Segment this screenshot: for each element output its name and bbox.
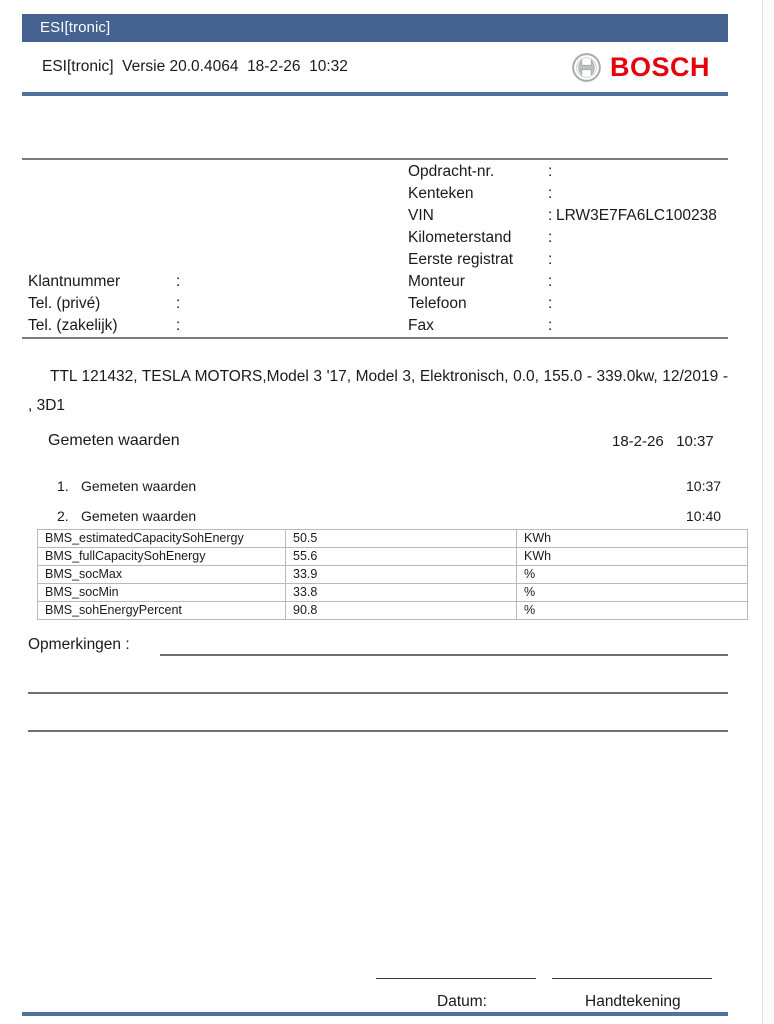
measurement-unit: KWh — [516, 529, 748, 548]
field-label: Tel. (privé) — [28, 295, 101, 312]
field-colon: : — [176, 295, 181, 312]
version-line: ESI[tronic] Versie 20.0.4064 18-2-26 10:… — [42, 58, 348, 75]
list-item-time: 10:40 — [686, 508, 722, 524]
field-colon: : — [176, 273, 181, 290]
field-label: Telefoon — [408, 295, 467, 312]
measurement-name: BMS_sohEnergyPercent — [37, 601, 286, 620]
remarks-line-1 — [160, 654, 728, 656]
signature-line — [552, 978, 712, 979]
remarks-label: Opmerkingen : — [28, 636, 130, 653]
measurement-unit: % — [516, 601, 748, 620]
window-title: ESI[tronic] — [40, 19, 111, 36]
page-edge-divider — [762, 0, 763, 1024]
list-item-label: Gemeten waarden — [81, 508, 197, 524]
field-colon: : — [176, 317, 181, 334]
measurement-name: BMS_fullCapacitySohEnergy — [37, 547, 286, 566]
page-gutter — [763, 0, 774, 1024]
measurement-value: 33.8 — [285, 583, 517, 602]
field-colon: : — [548, 229, 553, 246]
bosch-logo: BOSCH — [572, 52, 722, 84]
vehicle-description-text: TTL 121432, TESLA MOTORS,Model 3 '17, Mo… — [28, 368, 728, 414]
field-label: Kenteken — [408, 185, 474, 202]
measured-values-table: BMS_estimatedCapacitySohEnergy 50.5 KWh … — [37, 529, 748, 620]
field-value: LRW3E7FA6LC100238 — [556, 207, 717, 224]
table-row: BMS_sohEnergyPercent 90.8 % — [37, 601, 748, 620]
field-label: Eerste registrat — [408, 251, 514, 268]
data-block-bottom-rule — [22, 337, 728, 339]
remarks-line-2 — [28, 692, 728, 694]
remarks-line-3 — [28, 730, 728, 732]
measurement-value: 33.9 — [285, 565, 517, 584]
measurement-value: 90.8 — [285, 601, 517, 620]
field-colon: : — [548, 317, 553, 334]
field-colon: : — [548, 251, 553, 268]
list-item-time: 10:37 — [686, 478, 722, 494]
table-row: BMS_socMin 33.8 % — [37, 583, 748, 602]
field-label: Fax — [408, 317, 434, 334]
field-label: Kilometerstand — [408, 229, 512, 246]
measurement-value: 55.6 — [285, 547, 517, 566]
bosch-armature-icon — [572, 53, 601, 82]
section-title-gemeten-waarden: Gemeten waarden — [48, 432, 180, 449]
date-signature-line — [376, 978, 536, 979]
header-rule — [22, 92, 728, 96]
list-item-number: 1. — [57, 478, 69, 494]
bosch-wordmark: BOSCH — [610, 52, 711, 82]
field-colon: : — [548, 185, 553, 202]
section-datetime: 18-2-26 10:37 — [612, 433, 714, 450]
signature-label: Handtekening — [585, 993, 681, 1010]
measurement-name: BMS_estimatedCapacitySohEnergy — [37, 529, 286, 548]
field-colon: : — [548, 273, 553, 290]
table-row: BMS_estimatedCapacitySohEnergy 50.5 KWh — [37, 529, 748, 548]
table-row: BMS_fullCapacitySohEnergy 55.6 KWh — [37, 547, 748, 566]
data-block-top-rule — [22, 158, 728, 160]
list-item-label: Gemeten waarden — [81, 478, 197, 494]
field-colon: : — [548, 163, 553, 180]
measurement-name: BMS_socMin — [37, 583, 286, 602]
field-label: Opdracht-nr. — [408, 163, 495, 180]
measurement-unit: KWh — [516, 547, 748, 566]
date-label: Datum: — [437, 993, 487, 1010]
field-label: Monteur — [408, 273, 465, 290]
field-colon: : — [548, 295, 553, 312]
field-label: VIN — [408, 207, 434, 224]
measurement-value: 50.5 — [285, 529, 517, 548]
measurement-unit: % — [516, 583, 748, 602]
measurement-unit: % — [516, 565, 748, 584]
table-row: BMS_socMax 33.9 % — [37, 565, 748, 584]
field-label: Klantnummer — [28, 273, 121, 290]
window-titlebar: ESI[tronic] — [22, 14, 728, 42]
measurement-name: BMS_socMax — [37, 565, 286, 584]
vehicle-description: TTL 121432, TESLA MOTORS,Model 3 '17, Mo… — [28, 362, 728, 420]
list-item-number: 2. — [57, 508, 69, 524]
field-label: Tel. (zakelijk) — [28, 317, 118, 334]
field-colon: : — [548, 207, 553, 224]
footer-rule — [22, 1012, 728, 1016]
